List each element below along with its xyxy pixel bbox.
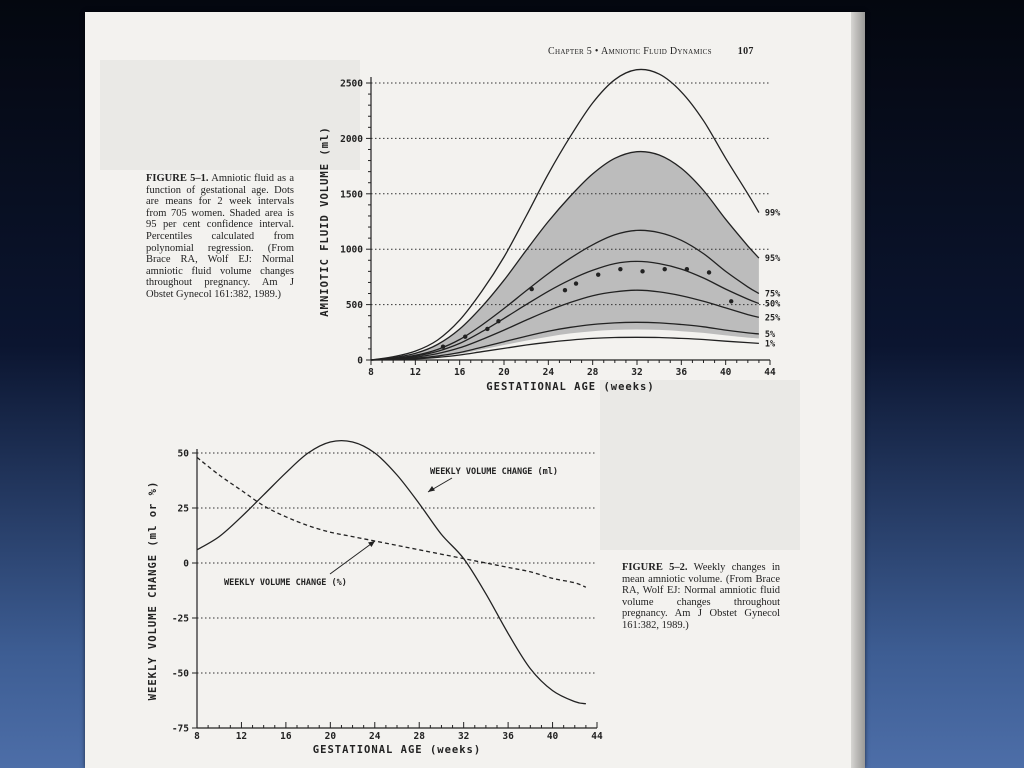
percentile-curve-95: [370, 150, 760, 361]
x-tick-label: 28: [413, 731, 425, 742]
confidence-band: [371, 151, 759, 360]
x-tick-label: 24: [369, 731, 381, 742]
y-axis-label: WEEKLY VOLUME CHANGE (ml or %): [147, 481, 159, 701]
annotation-arrow: [329, 540, 376, 575]
mean-dot: [485, 326, 490, 332]
mean-dot: [684, 266, 690, 272]
y-tick-label: -50: [172, 669, 189, 680]
percentile-label: 75%: [765, 290, 781, 300]
percentile-curve-50: [370, 260, 760, 361]
x-axis-label: GESTATIONAL AGE (weeks): [313, 744, 481, 756]
y-tick-label: 2000: [340, 134, 363, 145]
weekly-change-percent-line: [196, 456, 587, 588]
mean-dot: [440, 344, 446, 349]
page-number: 107: [737, 46, 754, 57]
x-tick-label: 12: [236, 731, 247, 742]
percentile-curve-75: [370, 229, 760, 361]
arrow-head: [428, 486, 435, 492]
percentile-label: 25%: [765, 313, 781, 323]
page-edge: [851, 12, 865, 768]
y-tick-label: -75: [172, 724, 189, 735]
x-tick-label: 40: [547, 731, 559, 742]
figure-5-2-caption: FIGURE 5–2. Weekly changes in mean amnio…: [622, 562, 780, 632]
y-tick-label: -25: [172, 614, 189, 625]
x-tick-label: 24: [543, 367, 555, 378]
x-tick-label: 28: [587, 367, 599, 378]
y-tick-label: 50: [178, 449, 190, 460]
series-label-ml: WEEKLY VOLUME CHANGE (ml): [430, 467, 558, 477]
x-tick-label: 36: [502, 731, 514, 742]
mean-dot: [529, 286, 534, 292]
series-label-percent: WEEKLY VOLUME CHANGE (%): [224, 578, 347, 588]
figure-5-1-caption: FIGURE 5–1. Amniotic fluid as a function…: [146, 173, 294, 301]
x-tick-label: 16: [280, 731, 292, 742]
mean-dot: [640, 269, 645, 274]
y-tick-label: 1500: [340, 189, 363, 200]
x-tick-label: 44: [591, 731, 603, 742]
y-axis-label: AMNIOTIC FLUID VOLUME (ml): [319, 126, 331, 316]
x-tick-label: 40: [720, 367, 732, 378]
percentile-label: 1%: [765, 339, 776, 349]
percentile-curve-25: [370, 289, 760, 361]
y-tick-label: 500: [346, 300, 363, 311]
mean-dot: [729, 299, 734, 304]
percentile-curve-1: [370, 336, 759, 361]
caption-label: FIGURE 5–2.: [622, 562, 688, 573]
x-tick-label: 12: [410, 367, 421, 378]
y-tick-label: 25: [178, 504, 190, 515]
caption-text: Weekly changes in mean amniotic volume. …: [622, 562, 781, 631]
percentile-label: 5%: [765, 330, 776, 340]
percentile-label: 99%: [765, 209, 781, 219]
y-tick-label: 0: [357, 356, 363, 367]
caption-label: FIGURE 5–1.: [146, 173, 209, 184]
y-tick-label: 1000: [340, 245, 363, 256]
running-header: Chapter 5 • Amniotic Fluid Dynamics 107: [548, 46, 754, 57]
chapter-title: Chapter 5 • Amniotic Fluid Dynamics: [548, 46, 712, 57]
x-tick-label: 20: [325, 731, 337, 742]
mean-dot: [463, 334, 468, 339]
mean-dot: [562, 287, 568, 293]
x-tick-label: 20: [498, 367, 510, 378]
caption-text: Amniotic fluid as a function of gestatio…: [146, 173, 295, 300]
x-tick-label: 44: [764, 367, 776, 378]
x-tick-label: 16: [454, 367, 466, 378]
mean-dot: [573, 281, 579, 286]
mean-dot: [618, 266, 623, 272]
mean-dot: [706, 270, 712, 275]
y-tick-label: 2500: [340, 79, 363, 90]
x-tick-label: 32: [458, 731, 469, 742]
percentile-curve-99: [370, 68, 760, 361]
x-tick-label: 36: [676, 367, 688, 378]
percentile-label: 95%: [765, 254, 781, 264]
mean-dot: [596, 272, 601, 277]
x-axis-label: GESTATIONAL AGE (weeks): [486, 381, 654, 393]
percentile-label: 50%: [765, 299, 781, 309]
x-tick-label: 8: [194, 731, 200, 742]
y-tick-label: 0: [183, 559, 189, 570]
mean-dot: [496, 319, 501, 324]
x-tick-label: 32: [631, 367, 642, 378]
mean-dot: [662, 266, 667, 272]
x-tick-label: 8: [368, 367, 374, 378]
percentile-curve-5: [370, 321, 759, 361]
arrow-head: [368, 541, 375, 547]
weekly-change-ml-line: [196, 440, 587, 705]
